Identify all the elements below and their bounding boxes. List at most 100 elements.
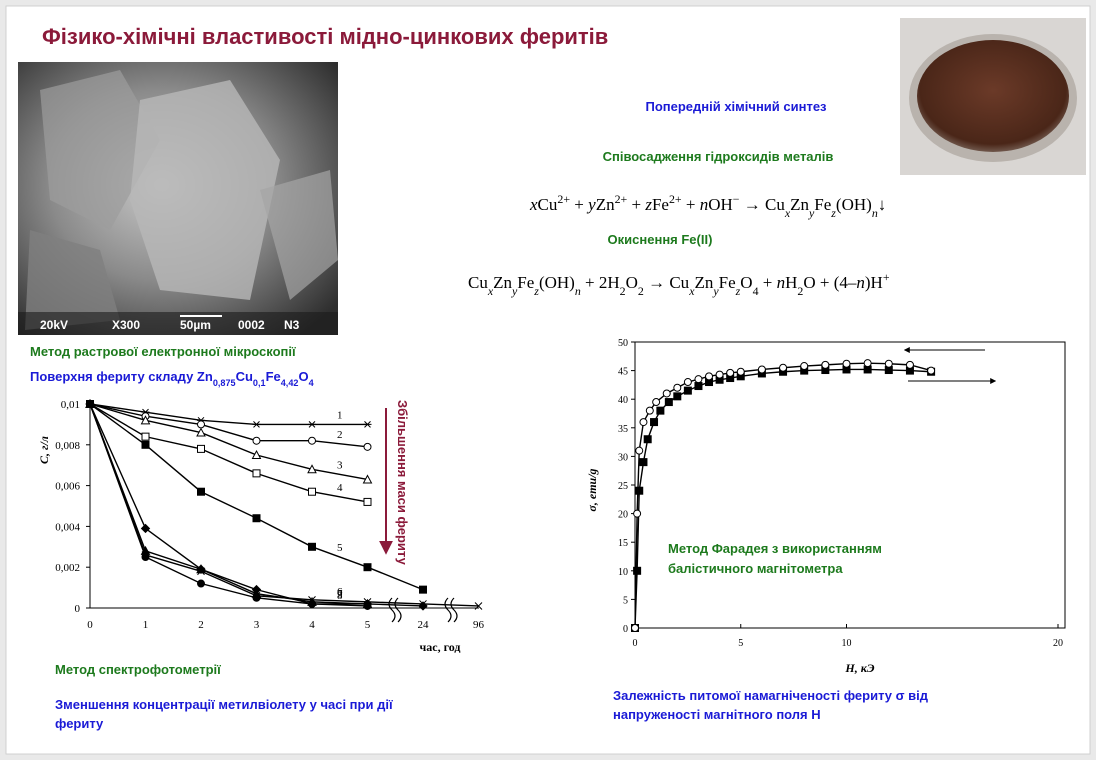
surface-label: Поверхня фериту складу Zn0,875Cu0,1Fe4,4… <box>30 369 315 388</box>
data-point <box>252 436 261 445</box>
data-point <box>650 418 659 427</box>
formula-part: OH <box>708 195 733 214</box>
data-point <box>643 435 652 444</box>
annotation: Метод Фарадея з використанням <box>668 541 882 556</box>
y-tick-label: 0 <box>75 603 81 615</box>
data-point <box>633 509 642 518</box>
y-tick-label: 25 <box>618 481 628 492</box>
formula-part: Zn <box>493 273 512 292</box>
data-point <box>673 392 682 401</box>
formula-part: Поверхня фериту складу Zn <box>30 369 213 384</box>
x-axis-label: H, кЭ <box>844 661 874 675</box>
formula-part: → Cu <box>644 273 690 292</box>
data-point <box>863 359 872 368</box>
data-point <box>705 372 714 381</box>
series-label: 7 <box>337 588 343 600</box>
formula-part: O <box>740 273 752 292</box>
formula-part: x <box>529 195 538 214</box>
sem-label: 50µm <box>180 318 211 332</box>
sem-image <box>18 62 338 335</box>
formula-part: O <box>298 369 308 384</box>
data-point <box>363 497 372 506</box>
data-point <box>927 366 936 375</box>
series-line <box>89 403 368 605</box>
y-axis-label: σ, emu/g <box>585 468 599 511</box>
series-line <box>89 403 368 481</box>
formula-part: Fe <box>266 369 281 384</box>
series-line <box>89 403 368 448</box>
formula-part: Fe <box>517 273 534 292</box>
series-label: 3 <box>337 459 343 471</box>
data-point <box>639 418 648 427</box>
formula-part: y <box>712 284 719 298</box>
formula-part: n <box>872 206 878 220</box>
formula-part: 4,42 <box>281 378 299 388</box>
formula-part: + <box>682 195 700 214</box>
annotation: балістичного магнітометра <box>668 561 843 576</box>
sem-label: 20kV <box>40 318 68 332</box>
synthesis-step: Окиснення Fe(II) <box>608 232 713 247</box>
data-point <box>631 624 639 632</box>
data-point <box>307 599 317 609</box>
formula-part: )H <box>865 273 883 292</box>
formula-part: ↓ <box>878 195 887 214</box>
data-point <box>251 449 262 459</box>
data-point <box>308 436 316 445</box>
formula-part: 2 <box>638 284 644 298</box>
formula-part: Zn <box>790 195 809 214</box>
data-point <box>639 458 648 467</box>
formula-part: (OH) <box>836 195 872 214</box>
series-label: 9 <box>337 589 343 601</box>
formula-part: Cu <box>538 195 558 214</box>
data-point <box>726 368 735 377</box>
data-point <box>694 382 703 391</box>
data-point <box>197 444 205 453</box>
formula-part: x <box>688 284 695 298</box>
y-tick-label: 0,006 <box>55 481 80 493</box>
data-point <box>694 375 703 384</box>
x-tick-label: 0 <box>633 638 638 649</box>
x-tick-label: 0 <box>87 619 93 631</box>
data-point <box>141 432 150 441</box>
y-tick-label: 15 <box>618 538 628 549</box>
formula-part: Cu <box>236 369 253 384</box>
x-tick-label: 2 <box>198 619 204 631</box>
x-tick-label: 5 <box>738 638 743 649</box>
formula-part: z <box>644 195 652 214</box>
formula-part: → Cu <box>739 195 785 214</box>
data-point <box>633 566 642 575</box>
formula-part: 2+ <box>615 192 628 206</box>
data-point <box>141 440 150 449</box>
data-point <box>652 398 661 407</box>
y-tick-label: 0,004 <box>55 521 80 533</box>
chart-caption: фериту <box>55 716 104 731</box>
formula-part: Cu <box>468 273 488 292</box>
y-tick-label: 35 <box>618 424 628 435</box>
formula-part: z <box>533 284 539 298</box>
formula-part: Fe <box>814 195 831 214</box>
formula-part: 2 <box>797 284 803 298</box>
data-point <box>252 593 261 602</box>
y-axis-label: C, г/л <box>37 436 51 464</box>
data-point <box>736 367 745 376</box>
formula-part: 0,875 <box>213 378 236 388</box>
formula-part: n <box>700 195 709 214</box>
formula-part: x <box>784 206 791 220</box>
data-point <box>645 406 654 415</box>
x-tick-label: 5 <box>365 619 371 631</box>
annotation: Збільшення маси фериту <box>395 400 410 566</box>
data-point <box>252 514 261 523</box>
y-tick-label: 0,002 <box>55 562 80 574</box>
data-point <box>683 378 692 387</box>
x-tick-label: 96 <box>473 619 485 631</box>
formula-part: + <box>627 195 645 214</box>
data-point <box>197 579 205 588</box>
chart-caption: Зменшення концентрації метилвіолету у ча… <box>55 697 393 712</box>
formula-part: Fe <box>652 195 669 214</box>
x-tick-label: 3 <box>254 619 260 631</box>
data-point <box>308 421 316 428</box>
data-point <box>196 564 206 574</box>
sample-photo <box>900 18 1086 175</box>
formula-part: + <box>883 270 890 284</box>
